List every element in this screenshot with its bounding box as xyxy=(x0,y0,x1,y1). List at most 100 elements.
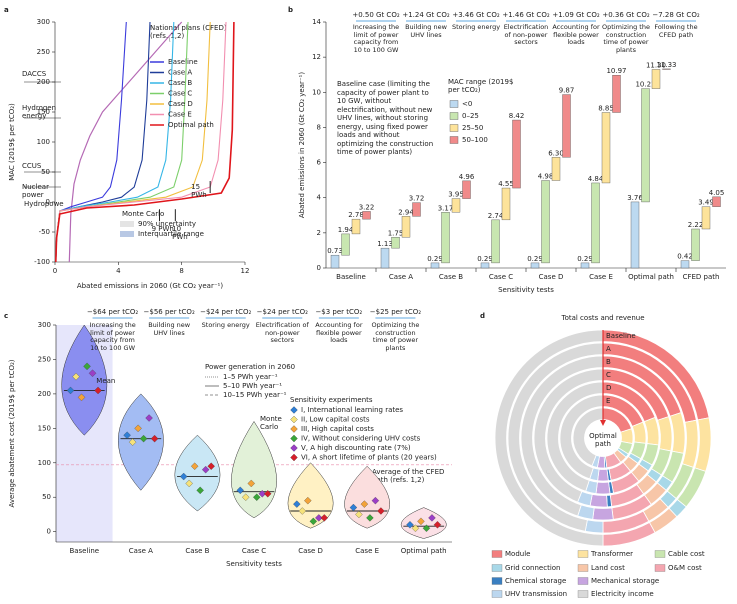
ring-label: E xyxy=(606,397,610,405)
experiment-point xyxy=(377,507,385,515)
step-description-box: Electrification of non-power sectors xyxy=(255,322,309,344)
x-tick-label: Case B xyxy=(185,547,209,555)
annotation-box: DACCS xyxy=(22,70,46,78)
step-description: Storing energy xyxy=(201,322,250,329)
y-tick-label: 8 xyxy=(317,123,321,131)
legend-title-box: MAC range (2019$ per tCO₂) xyxy=(448,78,513,94)
bar xyxy=(380,247,390,269)
step-change: −$3 per tCO₂ xyxy=(315,308,362,316)
experiments-legend-title: Sensitivity experiments xyxy=(290,396,373,404)
ring-label: B xyxy=(606,358,611,366)
step-change: +0.50 Gt CO₂ xyxy=(352,11,399,19)
y-tick-label: 0 xyxy=(46,198,50,206)
experiment-point xyxy=(433,521,442,529)
legend-swatch xyxy=(654,564,666,572)
x-axis-label: Sensitivity tests xyxy=(226,560,282,568)
bar xyxy=(651,69,661,89)
legend-label: Cable cost xyxy=(668,550,705,558)
bar xyxy=(712,196,721,207)
value-label: 10.97 xyxy=(606,67,626,75)
annotation: Monte Carlo xyxy=(260,414,282,431)
step-description-box: Optimizing the construction time of powe… xyxy=(371,322,419,351)
experiment-point xyxy=(428,514,436,522)
uncertainty-swatch xyxy=(120,231,134,237)
annotation-box: 10 PWh xyxy=(172,225,188,241)
experiment-point xyxy=(258,490,266,498)
legend-label: Baseline xyxy=(168,58,198,66)
x-tick-label: 4 xyxy=(116,267,121,275)
legend-swatch xyxy=(449,112,459,120)
legend-label: <0 xyxy=(462,100,472,108)
bar xyxy=(491,219,500,264)
value-label: 2.74 xyxy=(488,212,504,220)
step-description: Electrification of non-power sectors xyxy=(255,322,309,344)
value-label: 8.85 xyxy=(598,104,614,112)
x-tick-label: Case D xyxy=(539,273,564,281)
experiment-point xyxy=(134,424,142,433)
panel-label: d xyxy=(480,312,485,320)
y-tick-label: 14 xyxy=(312,18,321,26)
experiment-point xyxy=(371,496,380,505)
step-description-box: Electrification of non-power sectors xyxy=(504,24,549,46)
step-change: +0.36 Gt CO₂ xyxy=(602,11,649,19)
value-label: 11.33 xyxy=(656,61,676,69)
experiment-point xyxy=(411,524,420,532)
experiment-point xyxy=(253,493,261,501)
legend-label: Mechanical storage xyxy=(591,577,659,585)
y-tick-label: -100 xyxy=(34,258,50,266)
y-tick-label: 0 xyxy=(317,264,321,272)
mac-curve xyxy=(55,21,127,263)
annotation-box: Mean xyxy=(96,377,115,385)
experiment-point xyxy=(236,486,244,495)
bar xyxy=(412,202,421,217)
step-change: +1.09 Gt CO₂ xyxy=(552,11,599,19)
baseline-note-box: Baseline case (limiting the capacity of … xyxy=(337,80,433,156)
y-tick-label: 2 xyxy=(317,229,321,237)
bar xyxy=(362,211,371,220)
experiment-swatch xyxy=(290,415,298,424)
step-change: +3.46 Gt CO₂ xyxy=(452,11,499,19)
legend-label: 0–25 xyxy=(462,112,479,120)
reference-label: National plans (CFED) (refs. 1,2) xyxy=(150,24,227,40)
value-label: 2.78 xyxy=(348,211,364,219)
x-tick-label: Case C xyxy=(242,547,266,555)
y-tick-label: 250 xyxy=(37,48,50,56)
experiment-point xyxy=(315,514,323,522)
value-label: 3.95 xyxy=(448,191,464,199)
ring-label-box: Optimal path xyxy=(589,432,617,448)
annotation: Hydrogen energy xyxy=(22,104,57,120)
step-description-box: Increasing the limit of power capacity f… xyxy=(353,24,399,53)
bar xyxy=(451,198,461,213)
ring-segment xyxy=(589,494,608,508)
bar xyxy=(330,254,340,269)
value-label: 0.42 xyxy=(677,253,693,261)
y-tick-label: 0 xyxy=(47,528,51,536)
experiment-point xyxy=(309,517,318,526)
step-description: Optimizing the construction time of powe… xyxy=(602,24,650,54)
legend-label: Case C xyxy=(168,90,192,98)
experiment-point xyxy=(145,414,153,422)
step-change: −$64 per tCO₂ xyxy=(87,308,138,316)
step-change: −7.28 Gt CO₂ xyxy=(652,11,699,19)
experiment-label: V, A high discounting rate (7%) xyxy=(301,444,411,452)
bar xyxy=(530,262,540,269)
bar xyxy=(641,88,650,203)
power-legend-label: 5–10 PWh year⁻¹ xyxy=(223,382,282,390)
step-change: +1.46 Gt CO₂ xyxy=(502,11,549,19)
legend-swatch xyxy=(577,590,589,598)
experiment-label: VI, A short lifetime of plants (20 years… xyxy=(301,454,437,462)
legend-swatch xyxy=(449,100,459,108)
step-change: −$25 per tCO₂ xyxy=(370,308,421,316)
ring-label: A xyxy=(606,345,611,353)
power-legend-label: 10–15 PWh year⁻¹ xyxy=(223,391,287,399)
ring-label: C xyxy=(606,371,611,379)
y-tick-label: 50 xyxy=(42,493,51,501)
value-label: 2.94 xyxy=(398,208,414,216)
legend-swatch xyxy=(577,550,589,558)
experiment-label: III, High capital costs xyxy=(301,425,374,433)
ring-segment xyxy=(669,412,686,454)
ring-segment xyxy=(584,519,604,534)
experiment-point xyxy=(242,493,250,501)
reference-pointer xyxy=(168,36,171,43)
